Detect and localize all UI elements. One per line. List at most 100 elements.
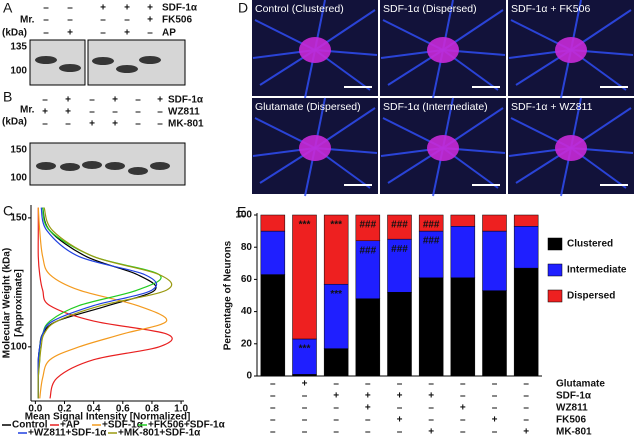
sign: – (157, 119, 163, 130)
sign: – (492, 391, 498, 402)
scale-bar (344, 184, 372, 186)
x-tick-label: 0.0 (28, 404, 42, 415)
sign: + (100, 3, 106, 14)
sign: – (492, 379, 498, 390)
legend-label: Intermediate (567, 265, 627, 276)
sign: + (65, 107, 71, 118)
sign: – (112, 107, 118, 118)
line-series (37, 207, 173, 399)
significance: *** (330, 220, 342, 231)
row-label: SDF-1α (168, 95, 204, 106)
bar-segment (482, 214, 507, 232)
bar-segment (355, 298, 381, 377)
bar-segment (387, 238, 412, 293)
sign: – (270, 415, 276, 426)
sign: – (333, 427, 339, 437)
soma (299, 135, 331, 161)
legend-label: +WZ811+SDF-1α (28, 428, 107, 437)
sign: – (270, 379, 276, 390)
sign: – (135, 119, 141, 130)
line-series (37, 207, 158, 399)
tile-label: SDF-1α + WZ811 (511, 101, 593, 113)
sign: + (147, 15, 153, 26)
sign: – (270, 403, 276, 414)
sign: – (147, 28, 153, 39)
legend-swatch (547, 263, 563, 277)
marker-label: Mr. (20, 15, 35, 26)
sign: + (397, 415, 403, 426)
sign: – (67, 15, 73, 26)
x-tick-label: 1.0 (174, 404, 188, 415)
band (139, 56, 161, 64)
band (128, 167, 148, 175)
bar-segment (260, 274, 286, 377)
sign: + (365, 391, 371, 402)
micrograph: SDF-1α + FK506 (508, 0, 634, 99)
y-tick-label: 60 (241, 274, 253, 285)
sign: – (460, 379, 466, 390)
significance: ### (391, 244, 408, 255)
bar-segment (355, 214, 381, 242)
sign: – (43, 15, 49, 26)
legend-label: +SDF-1α (102, 420, 144, 431)
sign: – (397, 427, 403, 437)
sign: – (100, 28, 106, 39)
sign: – (365, 415, 371, 426)
line-series (37, 207, 162, 399)
significance: ### (391, 220, 408, 231)
tile-label: Control (Clustered) (255, 3, 344, 15)
sign: + (112, 95, 118, 106)
band (59, 64, 81, 72)
micrograph: Glutamate (Dispersed) (252, 97, 378, 197)
micrograph: SDF-1α (Intermediate) (380, 97, 506, 197)
panel-label: E (237, 204, 246, 220)
tile-label: SDF-1α + FK506 (511, 3, 590, 15)
sign: – (523, 403, 529, 414)
band (82, 161, 102, 169)
band (105, 162, 125, 170)
x-axis-title: Mean Signal Intensity [Normalized] (25, 412, 191, 423)
sign: – (302, 391, 308, 402)
marker-label: Mr. (20, 105, 35, 116)
y-tick-label: 100 (235, 210, 252, 221)
bar-segment (482, 230, 507, 291)
sign: – (65, 119, 71, 130)
row-label: AP (162, 28, 176, 39)
significance: ### (423, 220, 440, 231)
bar-segment (292, 214, 317, 340)
sign: + (365, 403, 371, 414)
x-tick-label: 0.8 (145, 404, 159, 415)
sign: + (89, 119, 95, 130)
sign: – (333, 379, 339, 390)
y-tick-label: 150 (10, 213, 27, 224)
soma (555, 37, 587, 63)
y-axis-title: Percentage of Neurons (223, 240, 234, 350)
significance: ### (423, 236, 440, 247)
sign: – (89, 107, 95, 118)
y-tick-label: 0 (246, 371, 252, 382)
sign: – (43, 3, 49, 14)
sign: – (397, 403, 403, 414)
sign: + (67, 28, 73, 39)
scale-bar (472, 184, 500, 186)
bar-segment (450, 277, 476, 377)
sign: – (135, 95, 141, 106)
sign: – (100, 15, 106, 26)
sign: – (42, 119, 48, 130)
tile-label: SDF-1α (Dispersed) (383, 3, 477, 15)
sign: – (89, 95, 95, 106)
x-tick-label: 0.4 (87, 404, 101, 415)
sign: + (428, 427, 434, 437)
bar-segment (513, 267, 539, 377)
bar-segment (355, 240, 381, 299)
bar-segment (482, 290, 507, 377)
sign: – (333, 403, 339, 414)
sign: – (135, 107, 141, 118)
y-axis-subtitle: [Approximate] (14, 269, 25, 337)
sign: + (147, 3, 153, 14)
sign: – (124, 15, 130, 26)
bar-segment (418, 214, 444, 232)
line-series (37, 207, 173, 399)
unit-label: (kDa) (2, 28, 27, 39)
